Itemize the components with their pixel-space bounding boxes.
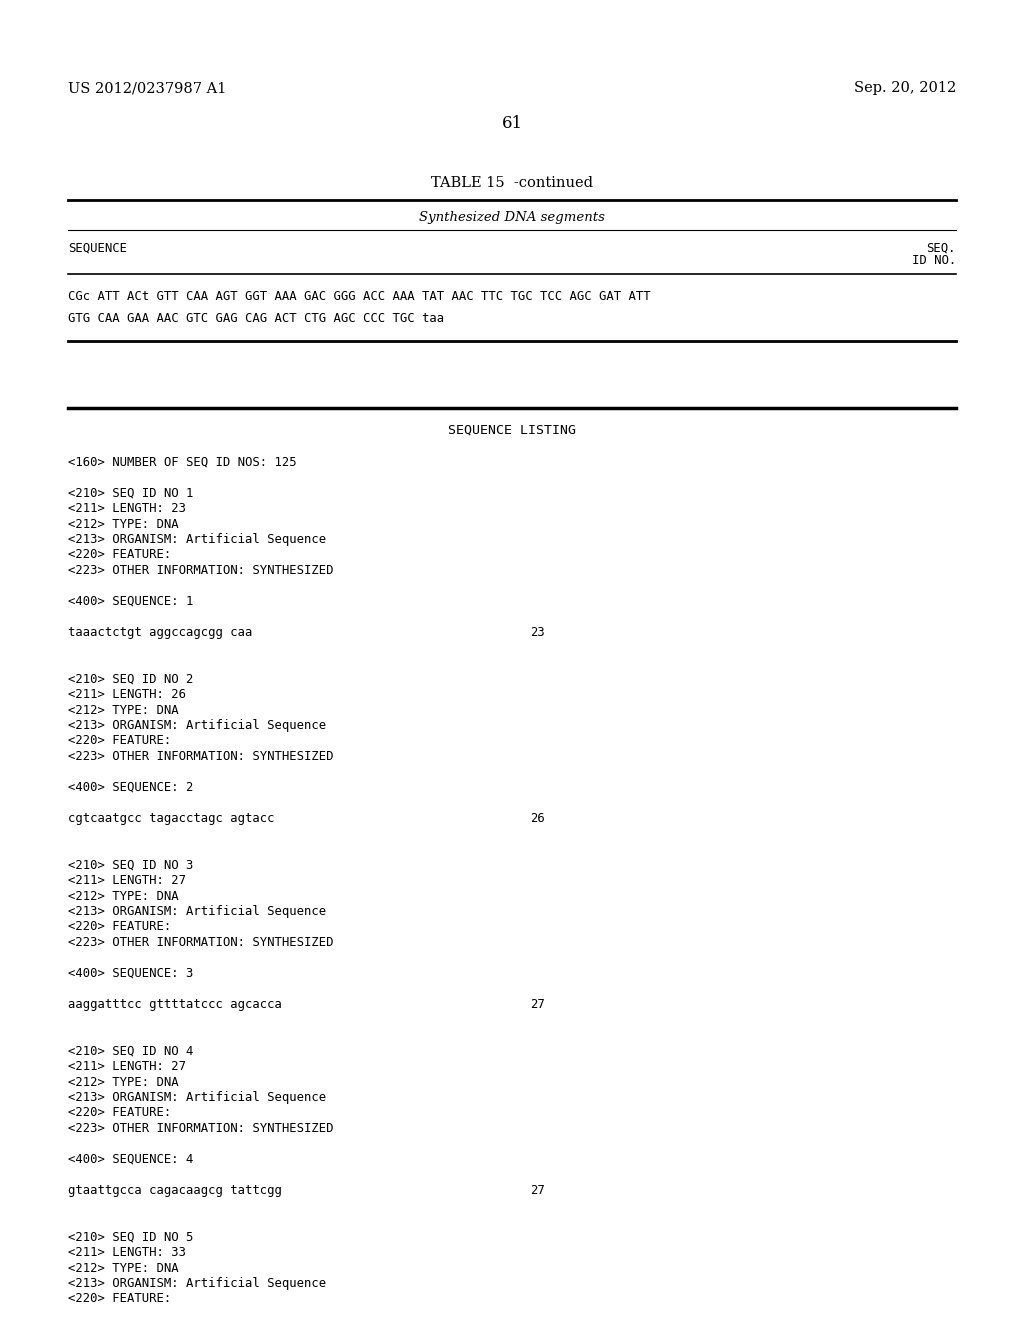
Text: <220> FEATURE:: <220> FEATURE: xyxy=(68,920,171,933)
Text: gtaattgcca cagacaagcg tattcgg: gtaattgcca cagacaagcg tattcgg xyxy=(68,1184,282,1197)
Text: <210> SEQ ID NO 5: <210> SEQ ID NO 5 xyxy=(68,1230,194,1243)
Text: <211> LENGTH: 27: <211> LENGTH: 27 xyxy=(68,1060,186,1073)
Text: Synthesized DNA segments: Synthesized DNA segments xyxy=(419,210,605,223)
Text: cgtcaatgcc tagacctagc agtacc: cgtcaatgcc tagacctagc agtacc xyxy=(68,812,274,825)
Text: <212> TYPE: DNA: <212> TYPE: DNA xyxy=(68,1076,178,1089)
Text: <211> LENGTH: 26: <211> LENGTH: 26 xyxy=(68,688,186,701)
Text: <210> SEQ ID NO 2: <210> SEQ ID NO 2 xyxy=(68,672,194,685)
Text: ID NO.: ID NO. xyxy=(911,255,956,268)
Text: <400> SEQUENCE: 2: <400> SEQUENCE: 2 xyxy=(68,781,194,795)
Text: <400> SEQUENCE: 3: <400> SEQUENCE: 3 xyxy=(68,968,194,979)
Text: <211> LENGTH: 23: <211> LENGTH: 23 xyxy=(68,502,186,515)
Text: <223> OTHER INFORMATION: SYNTHESIZED: <223> OTHER INFORMATION: SYNTHESIZED xyxy=(68,564,334,577)
Text: <213> ORGANISM: Artificial Sequence: <213> ORGANISM: Artificial Sequence xyxy=(68,1276,326,1290)
Text: <223> OTHER INFORMATION: SYNTHESIZED: <223> OTHER INFORMATION: SYNTHESIZED xyxy=(68,936,334,949)
Text: TABLE 15  -continued: TABLE 15 -continued xyxy=(431,176,593,190)
Text: <220> FEATURE:: <220> FEATURE: xyxy=(68,1292,171,1305)
Text: SEQUENCE: SEQUENCE xyxy=(68,242,127,255)
Text: <223> OTHER INFORMATION: SYNTHESIZED: <223> OTHER INFORMATION: SYNTHESIZED xyxy=(68,750,334,763)
Text: <213> ORGANISM: Artificial Sequence: <213> ORGANISM: Artificial Sequence xyxy=(68,719,326,733)
Text: <400> SEQUENCE: 4: <400> SEQUENCE: 4 xyxy=(68,1152,194,1166)
Text: <211> LENGTH: 33: <211> LENGTH: 33 xyxy=(68,1246,186,1259)
Text: 61: 61 xyxy=(502,115,522,132)
Text: 27: 27 xyxy=(530,998,545,1011)
Text: 26: 26 xyxy=(530,812,545,825)
Text: <212> TYPE: DNA: <212> TYPE: DNA xyxy=(68,890,178,903)
Text: Sep. 20, 2012: Sep. 20, 2012 xyxy=(854,81,956,95)
Text: CGc ATT ACt GTT CAA AGT GGT AAA GAC GGG ACC AAA TAT AAC TTC TGC TCC AGC GAT ATT: CGc ATT ACt GTT CAA AGT GGT AAA GAC GGG … xyxy=(68,290,650,304)
Text: <213> ORGANISM: Artificial Sequence: <213> ORGANISM: Artificial Sequence xyxy=(68,906,326,917)
Text: <220> FEATURE:: <220> FEATURE: xyxy=(68,549,171,561)
Text: 23: 23 xyxy=(530,626,545,639)
Text: taaactctgt aggccagcgg caa: taaactctgt aggccagcgg caa xyxy=(68,626,252,639)
Text: <212> TYPE: DNA: <212> TYPE: DNA xyxy=(68,1262,178,1275)
Text: <400> SEQUENCE: 1: <400> SEQUENCE: 1 xyxy=(68,595,194,609)
Text: <220> FEATURE:: <220> FEATURE: xyxy=(68,734,171,747)
Text: aaggatttcc gttttatccc agcacca: aaggatttcc gttttatccc agcacca xyxy=(68,998,282,1011)
Text: <223> OTHER INFORMATION: SYNTHESIZED: <223> OTHER INFORMATION: SYNTHESIZED xyxy=(68,1122,334,1135)
Text: <210> SEQ ID NO 3: <210> SEQ ID NO 3 xyxy=(68,858,194,871)
Text: <212> TYPE: DNA: <212> TYPE: DNA xyxy=(68,517,178,531)
Text: SEQ.: SEQ. xyxy=(927,242,956,255)
Text: <212> TYPE: DNA: <212> TYPE: DNA xyxy=(68,704,178,717)
Text: <210> SEQ ID NO 1: <210> SEQ ID NO 1 xyxy=(68,487,194,499)
Text: US 2012/0237987 A1: US 2012/0237987 A1 xyxy=(68,81,226,95)
Text: <211> LENGTH: 27: <211> LENGTH: 27 xyxy=(68,874,186,887)
Text: <160> NUMBER OF SEQ ID NOS: 125: <160> NUMBER OF SEQ ID NOS: 125 xyxy=(68,455,297,469)
Text: <213> ORGANISM: Artificial Sequence: <213> ORGANISM: Artificial Sequence xyxy=(68,1092,326,1104)
Text: SEQUENCE LISTING: SEQUENCE LISTING xyxy=(449,424,575,437)
Text: <220> FEATURE:: <220> FEATURE: xyxy=(68,1106,171,1119)
Text: <213> ORGANISM: Artificial Sequence: <213> ORGANISM: Artificial Sequence xyxy=(68,533,326,546)
Text: GTG CAA GAA AAC GTC GAG CAG ACT CTG AGC CCC TGC taa: GTG CAA GAA AAC GTC GAG CAG ACT CTG AGC … xyxy=(68,313,444,326)
Text: <210> SEQ ID NO 4: <210> SEQ ID NO 4 xyxy=(68,1044,194,1057)
Text: 27: 27 xyxy=(530,1184,545,1197)
